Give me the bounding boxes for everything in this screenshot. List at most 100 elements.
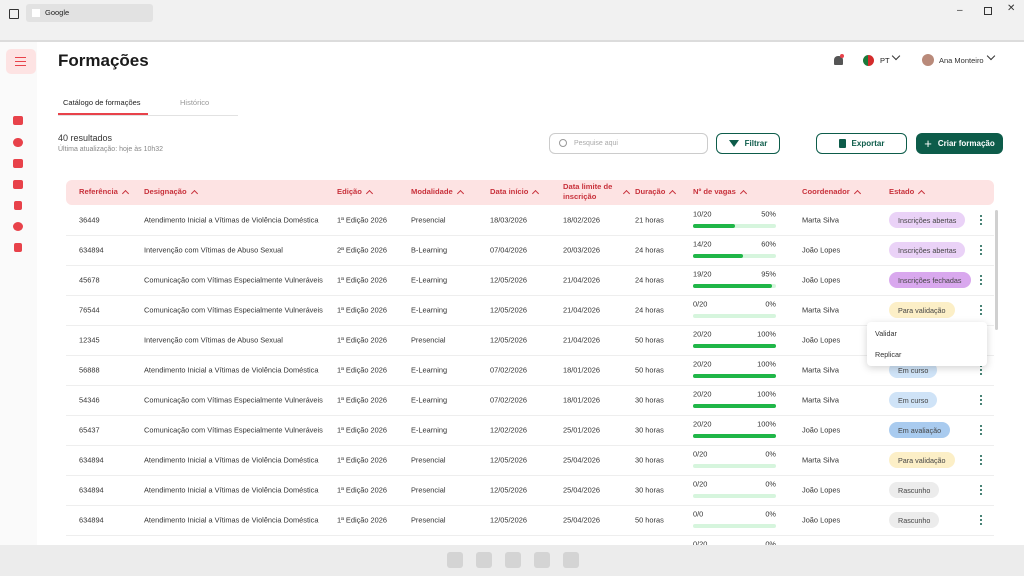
- cell-duration: 24 horas: [635, 245, 664, 255]
- cell-ref: 56888: [79, 365, 100, 375]
- nav-documents[interactable]: [14, 243, 22, 252]
- column-header[interactable]: Nº de vagas: [693, 187, 747, 198]
- cell-name: Atendimento Inicial a Vítimas de Violênc…: [144, 485, 319, 495]
- coordinator: João Lopes: [802, 485, 841, 495]
- tab-title: Google: [45, 8, 70, 17]
- row-divider: [66, 535, 994, 536]
- column-header[interactable]: Designação: [144, 187, 198, 198]
- taskbar-app[interactable]: [534, 552, 550, 568]
- language-flag[interactable]: [863, 55, 874, 66]
- occupancy-label: 100%: [757, 419, 776, 429]
- menu-item[interactable]: Replicar: [875, 350, 902, 359]
- row-divider: [66, 445, 994, 446]
- occupancy-bar: [693, 254, 743, 258]
- cell-name: Atendimento Inicial a Vítimas de Violênc…: [144, 215, 319, 225]
- cell-deadline: 21/04/2026: [563, 275, 600, 285]
- occupancy-label: 60%: [761, 239, 776, 249]
- sort-icon: [918, 189, 926, 198]
- row-actions[interactable]: [980, 485, 982, 487]
- row-actions[interactable]: [980, 275, 982, 277]
- search-box[interactable]: Pesquise aqui: [549, 133, 708, 154]
- browser-tab[interactable]: Google: [26, 4, 153, 22]
- minimize[interactable]: –: [957, 5, 963, 16]
- column-header[interactable]: Data limite de inscrição: [563, 182, 633, 202]
- column-header[interactable]: Edição: [337, 187, 373, 198]
- cell-edition: 1ª Edição 2026: [337, 395, 387, 405]
- export-button[interactable]: Exportar: [816, 133, 907, 154]
- cell-edition: 1ª Edição 2026: [337, 275, 387, 285]
- column-header[interactable]: Estado: [889, 187, 926, 198]
- taskbar-app[interactable]: [563, 552, 579, 568]
- column-header[interactable]: Referência: [79, 187, 129, 198]
- occupancy-label: 100%: [757, 329, 776, 339]
- column-label: Designação: [144, 187, 187, 196]
- cell-deadline: 21/04/2026: [563, 305, 600, 315]
- cell-duration: 30 horas: [635, 455, 664, 465]
- status-badge: Rascunho: [889, 482, 940, 498]
- taskbar-app[interactable]: [447, 552, 463, 568]
- nav-media[interactable]: [13, 222, 23, 231]
- nav-users[interactable]: [13, 138, 23, 147]
- nav-reports[interactable]: [13, 159, 23, 168]
- maximize[interactable]: [984, 7, 992, 15]
- occupancy-label: 100%: [757, 359, 776, 369]
- coordinator: João Lopes: [802, 515, 841, 525]
- cell-start: 12/05/2026: [490, 485, 527, 495]
- close[interactable]: ✕: [1007, 3, 1016, 14]
- column-header[interactable]: Duração: [635, 187, 677, 198]
- row-actions[interactable]: [980, 245, 982, 247]
- column-label: Data limite de inscrição: [563, 182, 613, 201]
- occupancy-label: 50%: [761, 209, 776, 219]
- seats: 20/20: [693, 419, 712, 429]
- user-name[interactable]: Ana Monteiro: [939, 56, 984, 65]
- cell-mode: Presencial: [411, 335, 446, 345]
- seats: 10/20: [693, 209, 712, 219]
- row-actions[interactable]: [980, 515, 982, 517]
- column-header[interactable]: Modalidade: [411, 187, 464, 198]
- create-button[interactable]: + Criar formação: [916, 133, 1003, 154]
- notifications[interactable]: [834, 54, 844, 65]
- cell-edition: 1ª Edição 2026: [337, 365, 387, 375]
- seats: 20/20: [693, 329, 712, 339]
- sort-icon: [365, 189, 373, 198]
- row-divider: [66, 325, 994, 326]
- menu-item[interactable]: Validar: [875, 329, 897, 338]
- cell-ref: 634894: [79, 515, 104, 525]
- taskbar-app[interactable]: [505, 552, 521, 568]
- nav-trainings[interactable]: [13, 180, 23, 189]
- taskbar-app[interactable]: [476, 552, 492, 568]
- cell-mode: E-Learning: [411, 395, 448, 405]
- tab[interactable]: Catálogo de formações: [63, 98, 141, 107]
- tabs-line: [58, 115, 238, 116]
- cell-start: 12/05/2026: [490, 305, 527, 315]
- results-count: 40 resultados: [58, 133, 113, 143]
- occupancy-label: 0%: [765, 539, 776, 546]
- cell-deadline: 18/02/2026: [563, 215, 600, 225]
- sort-icon: [121, 189, 129, 198]
- nav-dashboard[interactable]: [13, 116, 23, 125]
- coordinator: Marta Silva: [802, 215, 839, 225]
- row-actions[interactable]: [980, 365, 982, 367]
- row-actions[interactable]: [980, 395, 982, 397]
- coordinator: Marta Silva: [802, 305, 839, 315]
- row-actions[interactable]: [980, 455, 982, 457]
- cell-deadline: 25/04/2026: [563, 455, 600, 465]
- column-header[interactable]: Coordenador: [802, 187, 861, 198]
- row-actions[interactable]: [980, 305, 982, 307]
- language[interactable]: PT: [880, 56, 890, 65]
- menu-toggle[interactable]: [6, 49, 36, 74]
- occupancy-bar: [693, 404, 776, 408]
- column-header[interactable]: Data início: [490, 187, 540, 198]
- cell-name: Comunicação com Vítimas Especialmente Vu…: [144, 425, 323, 435]
- cell-ref: 76544: [79, 305, 100, 315]
- filter-button[interactable]: Filtrar: [716, 133, 780, 154]
- row-actions[interactable]: [980, 215, 982, 217]
- cell-ref: 45678: [79, 275, 100, 285]
- cell-edition: 2ª Edição 2026: [337, 245, 387, 255]
- cell-mode: Presencial: [411, 455, 446, 465]
- search-placeholder: Pesquise aqui: [574, 140, 618, 147]
- nav-bookmarks[interactable]: [14, 201, 22, 210]
- tab[interactable]: Histórico: [180, 98, 210, 107]
- status-badge: Para validação: [889, 452, 955, 468]
- row-actions[interactable]: [980, 425, 982, 427]
